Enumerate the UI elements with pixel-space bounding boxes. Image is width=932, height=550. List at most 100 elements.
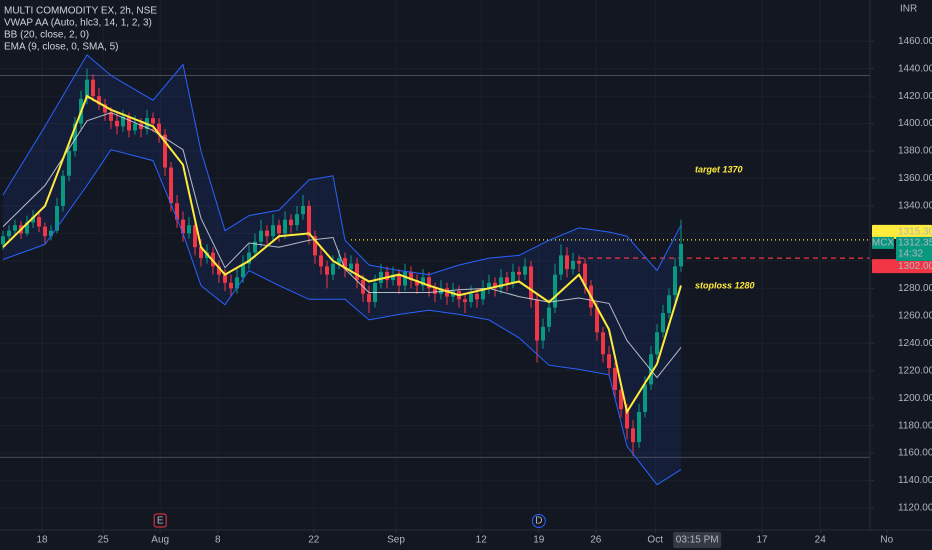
- y-tick-label: 1420.00: [898, 91, 932, 102]
- candle-body: [181, 219, 186, 234]
- candle-body: [673, 266, 678, 296]
- annotation: stoploss 1280: [695, 280, 755, 290]
- price-label-box: [872, 259, 932, 274]
- x-tick-label: Oct: [647, 535, 663, 546]
- indicator-line: [2, 112, 682, 379]
- candle-body: [631, 428, 636, 443]
- candle-body: [229, 282, 234, 289]
- candle-body: [163, 134, 168, 168]
- candle-body: [505, 277, 510, 283]
- candle-body: [649, 354, 654, 385]
- indicator-line: [2, 94, 682, 415]
- candle-body: [511, 271, 516, 283]
- candle-body: [301, 205, 306, 215]
- candle-body: [529, 266, 534, 300]
- event-icon: [531, 514, 546, 528]
- candle-body: [343, 258, 348, 270]
- indicator-label[interactable]: BB (20, close, 2, 0): [4, 30, 89, 41]
- x-tick-label: 8: [215, 535, 221, 546]
- y-tick-label: 1380.00: [898, 146, 932, 157]
- x-tick-label: 22: [308, 535, 320, 546]
- candle-body: [109, 112, 114, 121]
- candle-body: [427, 277, 432, 289]
- candle-body: [559, 255, 564, 275]
- y-tick-label: 1240.00: [898, 338, 932, 349]
- candle-body: [355, 263, 360, 281]
- candle-body: [259, 230, 264, 242]
- candle-body: [1, 236, 6, 245]
- candle-body: [541, 326, 546, 341]
- y-tick-label: 1360.00: [898, 173, 932, 184]
- candle-body: [283, 219, 288, 234]
- x-tick-label: 19: [533, 535, 545, 546]
- y-tick-label: 1120.00: [898, 503, 932, 514]
- candle-body: [679, 243, 684, 267]
- candle-body: [367, 293, 372, 303]
- candle-body: [403, 271, 408, 286]
- candle-body: [139, 123, 144, 130]
- candle-body: [331, 263, 336, 275]
- candle-body: [121, 116, 126, 127]
- indicator-line: [2, 149, 682, 486]
- candle-body: [583, 263, 588, 286]
- indicator-label[interactable]: EMA (9, close, 0, SMA, 5): [4, 42, 118, 53]
- candle-body: [487, 282, 492, 289]
- symbol-tag: [872, 236, 894, 249]
- candle-body: [151, 118, 156, 124]
- y-tick-label: 1180.00: [898, 420, 932, 431]
- candle-body: [571, 260, 576, 270]
- candle-body: [523, 266, 528, 275]
- candle-body: [307, 205, 312, 237]
- candle-body: [535, 299, 540, 341]
- price-label: 1315.30: [898, 227, 932, 238]
- candle-body: [397, 274, 402, 286]
- candle-body: [661, 313, 666, 333]
- candle-body: [43, 226, 48, 237]
- candle-body: [85, 79, 90, 99]
- candle-body: [103, 104, 108, 113]
- candle-body: [265, 230, 270, 237]
- candle-body: [421, 277, 426, 286]
- y-tick-label: 1160.00: [898, 448, 932, 459]
- candle-body: [625, 409, 630, 429]
- candle-body: [241, 263, 246, 278]
- countdown-label: 14:32: [898, 249, 923, 260]
- candle-body: [133, 123, 138, 131]
- candle-body: [271, 225, 276, 237]
- candle-body: [475, 293, 480, 300]
- candle-body: [379, 271, 384, 283]
- indicator-label[interactable]: VWAP AA (Auto, hlc3, 14, 1, 2, 3): [4, 18, 152, 29]
- candle-body: [565, 255, 570, 270]
- y-tick-label: 1140.00: [898, 475, 932, 486]
- band-fill: [3, 54, 681, 485]
- candle-body: [469, 293, 474, 303]
- candle-body: [91, 79, 96, 97]
- x-tick-label: Sep: [387, 535, 405, 546]
- candle-body: [277, 225, 282, 234]
- x-tick-label: 12: [476, 535, 488, 546]
- y-tick-label: 1340.00: [898, 201, 932, 212]
- candle-body: [595, 307, 600, 333]
- crosshair-time-box: [673, 532, 722, 548]
- candle-body: [613, 367, 618, 390]
- y-tick-label: 1400.00: [898, 118, 932, 129]
- candle-body: [481, 288, 486, 300]
- symbol-label: MCX: [872, 238, 895, 249]
- candle-body: [217, 266, 222, 275]
- indicator-line: [2, 54, 682, 276]
- event-label: E: [157, 516, 164, 527]
- event-icon: [153, 513, 167, 528]
- y-tick-label: 1280.00: [898, 283, 932, 294]
- candle-body: [97, 96, 102, 105]
- candle-body: [409, 271, 414, 281]
- candle-body: [337, 258, 342, 264]
- candle-body: [175, 203, 180, 220]
- candle-body: [415, 280, 420, 286]
- candle-body: [73, 123, 78, 152]
- candle-body: [199, 247, 204, 259]
- price-label-box: [872, 224, 932, 239]
- x-tick-label: 26: [590, 535, 602, 546]
- candle-body: [37, 216, 42, 227]
- candle-body: [547, 307, 552, 327]
- candle-body: [13, 225, 18, 231]
